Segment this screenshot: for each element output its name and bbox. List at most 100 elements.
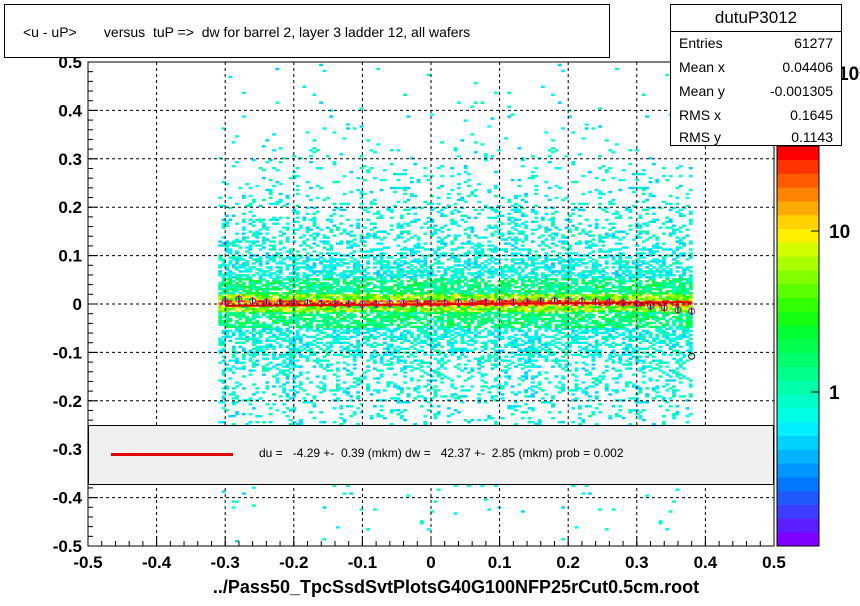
heatmap-cell: [278, 369, 283, 372]
heatmap-cell: [376, 321, 381, 325]
heatmap-cell: [470, 309, 475, 313]
heatmap-cell: [436, 413, 441, 416]
heatmap-cell: [547, 351, 552, 354]
heatmap-cell: [325, 313, 330, 317]
heatmap-cell: [393, 292, 397, 295]
heatmap-cell: [406, 284, 411, 287]
heatmap-cell: [416, 270, 421, 273]
heatmap-cell: [342, 347, 347, 350]
heatmap-cell: [278, 161, 283, 164]
heatmap-cell: [537, 303, 542, 307]
heatmap-cell: [329, 230, 334, 233]
heatmap-cell: [504, 282, 508, 285]
heatmap-cell: [278, 343, 283, 346]
heatmap-cell: [336, 280, 340, 283]
heatmap-cell: [534, 337, 539, 340]
heatmap-cell: [399, 311, 404, 315]
heatmap-cell: [376, 260, 381, 263]
heatmap-cell: [534, 385, 539, 388]
heatmap-cell: [433, 252, 438, 255]
heatmap-cell: [524, 292, 528, 295]
heatmap-cell: [255, 230, 260, 233]
heatmap-cell: [467, 292, 471, 295]
heatmap-cell: [433, 417, 438, 420]
heatmap-cell: [245, 351, 249, 354]
heatmap-cell: [386, 347, 391, 350]
heatmap-cell: [369, 276, 374, 279]
heatmap-cell: [282, 323, 286, 327]
heatmap-cell: [376, 413, 381, 416]
heatmap-cell: [480, 250, 485, 253]
heatmap-cell: [393, 266, 397, 269]
heatmap-cell: [399, 230, 404, 233]
heatmap-cell: [339, 292, 344, 295]
heatmap-cell: [544, 278, 549, 281]
heatmap-cell: [514, 270, 518, 273]
heatmap-cell: [252, 280, 256, 283]
heatmap-cell: [420, 246, 424, 249]
heatmap-cell: [359, 379, 364, 382]
heatmap-cell: [275, 101, 280, 104]
heatmap-cell: [457, 234, 461, 237]
heatmap-cell: [399, 256, 404, 259]
heatmap-cell: [336, 290, 340, 293]
heatmap-cell: [299, 307, 303, 311]
heatmap-cell: [339, 301, 344, 305]
heatmap-cell: [487, 254, 492, 257]
heatmap-cell: [346, 319, 350, 323]
heatmap-cell: [514, 401, 518, 404]
heatmap-cell: [433, 278, 438, 281]
heatmap-cell: [386, 256, 391, 259]
heatmap-cell: [403, 339, 407, 342]
heatmap-cell: [389, 186, 394, 190]
heatmap-cell: [278, 299, 283, 303]
heatmap-cell: [510, 258, 515, 261]
heatmap-cell: [470, 369, 475, 372]
heatmap-cell: [487, 240, 492, 243]
heatmap-cell: [436, 256, 441, 259]
heatmap-cell: [305, 377, 310, 380]
heatmap-cell: [531, 321, 535, 325]
heatmap-cell: [255, 268, 260, 271]
heatmap-cell: [225, 329, 229, 333]
heatmap-cell: [510, 220, 515, 223]
heatmap-cell: [457, 278, 461, 281]
heatmap-cell: [295, 375, 300, 378]
heatmap-cell: [258, 244, 263, 247]
heatmap-cell: [457, 355, 461, 358]
heatmap-cell: [221, 395, 226, 398]
heatmap-cell: [302, 280, 307, 283]
heatmap-cell: [457, 357, 461, 360]
heatmap-cell: [436, 359, 441, 362]
heatmap-cell: [507, 242, 512, 245]
heatmap-cell: [413, 325, 418, 329]
heatmap-cell: [359, 298, 364, 301]
heatmap-cell: [413, 307, 418, 311]
heatmap-cell: [231, 244, 236, 247]
heatmap-cell: [309, 353, 313, 356]
heatmap-cell: [500, 270, 505, 273]
heatmap-cell: [309, 299, 313, 303]
heatmap-cell: [359, 349, 364, 352]
heatmap-cell: [245, 270, 249, 273]
heatmap-cell: [322, 331, 327, 335]
heatmap-cell: [406, 323, 411, 327]
heatmap-cell: [406, 262, 411, 265]
heatmap-cell: [231, 294, 236, 297]
heatmap-cell: [396, 323, 401, 327]
heatmap-cell: [450, 222, 455, 225]
heatmap-cell: [362, 337, 367, 340]
heatmap-cell: [460, 298, 465, 301]
heatmap-cell: [288, 351, 293, 354]
heatmap-cell: [510, 413, 515, 416]
heatmap-cell: [483, 309, 488, 313]
heatmap-cell: [272, 393, 276, 396]
heatmap-cell: [440, 363, 444, 366]
heatmap-cell: [322, 305, 327, 309]
heatmap-cell: [241, 299, 246, 303]
heatmap-cell: [524, 224, 528, 227]
heatmap-cell: [460, 369, 465, 372]
heatmap-cell: [453, 260, 458, 263]
heatmap-cell: [517, 321, 522, 325]
heatmap-cell: [399, 317, 404, 321]
